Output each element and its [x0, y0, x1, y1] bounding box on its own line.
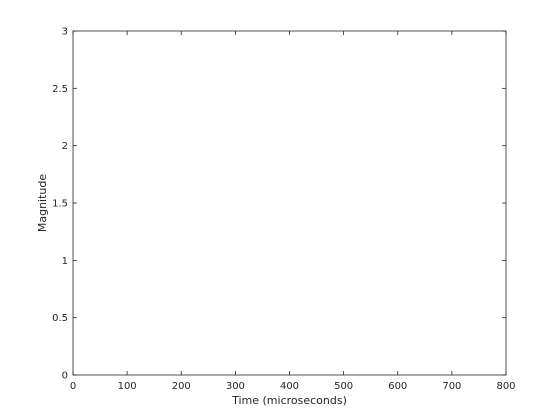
y-tick-label: 1 [62, 256, 68, 267]
y-tick-label: 0.5 [52, 313, 68, 324]
y-tick-label: 2.5 [52, 84, 68, 95]
y-tick-label: 1.5 [52, 199, 68, 210]
x-tick-label: 200 [172, 381, 191, 392]
x-tick-label: 600 [388, 381, 407, 392]
x-tick-label: 700 [442, 381, 461, 392]
x-tick-label: 800 [496, 381, 515, 392]
y-tick-label: 3 [62, 27, 68, 38]
axis-ticks: 0 100 200 300 400 500 600 700 800 0 0.5 1 1.5 2 2.5 3 [52, 27, 515, 393]
y-axis-label: Magnitude [36, 174, 49, 233]
x-axis-label: Time (microseconds) [231, 394, 347, 407]
x-tick-label: 500 [334, 381, 353, 392]
x-tick-label: 400 [280, 381, 299, 392]
y-tick-label: 2 [62, 141, 68, 152]
x-tick-label: 300 [226, 381, 245, 392]
x-tick-label: 0 [70, 381, 76, 392]
y-tick-label: 0 [62, 371, 68, 382]
x-tick-label: 100 [118, 381, 137, 392]
